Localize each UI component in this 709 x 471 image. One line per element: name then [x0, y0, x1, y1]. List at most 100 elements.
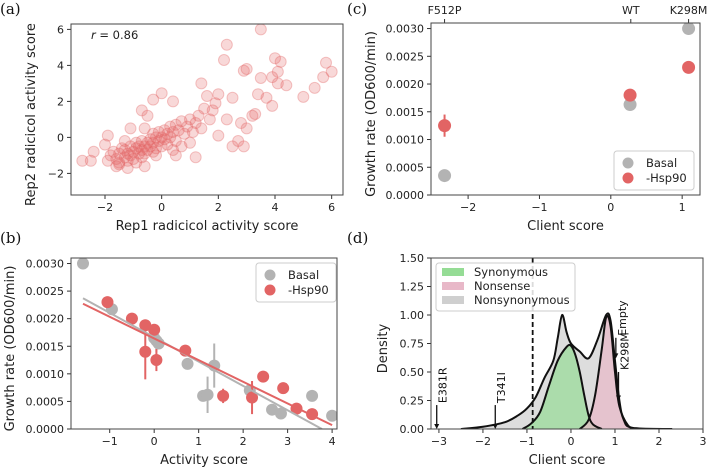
scatter-point	[110, 160, 123, 173]
scatter-point	[76, 154, 89, 167]
scatter-point	[121, 147, 134, 160]
scatter-point	[127, 153, 140, 165]
panel-c: (c) −2 −1 0 1 0.0000 0.0005 0.0010 0.0015 0.0020 0…	[347, 0, 707, 234]
nonsense-density-line	[579, 314, 638, 429]
scatter-point	[246, 109, 259, 122]
x-tick-label: −3	[431, 435, 447, 448]
basal-point	[181, 357, 194, 370]
legend-entry: -Hsp90	[646, 171, 687, 185]
arrow-head	[492, 424, 498, 429]
hsp90-point	[139, 345, 152, 358]
legend-patch	[442, 268, 464, 276]
scatter-point	[144, 140, 157, 153]
hsp90-point	[101, 296, 114, 309]
plot-frame	[70, 23, 344, 196]
legend-entry: Basal	[646, 156, 677, 170]
hsp90-point	[217, 389, 230, 402]
scatter-point	[226, 140, 239, 153]
arrow-head	[613, 353, 619, 359]
scatter-point	[184, 113, 196, 126]
x-tick-label: −1	[519, 435, 535, 448]
annotation-label: T341I	[495, 372, 508, 404]
legend-marker	[264, 269, 276, 281]
annotation-label: E381R	[437, 367, 450, 403]
scatter-point	[167, 126, 179, 138]
scatter-point	[209, 97, 222, 110]
scatter-point	[325, 65, 338, 78]
y-tick-label: 1.50	[400, 252, 425, 265]
x-axis-label: Rep1 radicicol activity score	[116, 219, 299, 234]
scatter-point	[101, 129, 114, 142]
basal-point	[77, 258, 90, 270]
scatter-point	[124, 122, 137, 135]
x-tick-label: −2	[460, 201, 476, 214]
basal-point	[326, 409, 337, 422]
scatter-point	[249, 108, 262, 120]
top-tick-label: K298M	[670, 4, 708, 17]
basal-point	[306, 389, 319, 402]
scatter-point	[175, 115, 188, 128]
scatter-point	[150, 131, 162, 144]
scatter-point	[220, 113, 233, 126]
scatter-point	[195, 122, 208, 135]
fit-line	[82, 297, 323, 429]
scatter-point	[84, 154, 97, 167]
panel-label: (a)	[0, 0, 21, 18]
legend-marker	[622, 172, 634, 184]
y-tick-label: 4	[57, 59, 64, 72]
scatter-point	[141, 144, 154, 156]
y-tick-label: 0.00	[400, 423, 425, 436]
y-tick-label: 0.25	[400, 395, 425, 408]
scatter-point	[167, 144, 179, 156]
scatter-point	[184, 136, 196, 149]
scatter-point	[271, 77, 284, 90]
y-tick-label: 0.0010	[386, 134, 425, 147]
x-tick-label: 1	[195, 435, 202, 448]
y-tick-label: 0.0015	[386, 106, 425, 119]
scatter-point	[113, 156, 126, 169]
scatter-point	[226, 91, 239, 104]
scatter-point	[130, 136, 143, 149]
legend-marker	[264, 284, 276, 296]
plot-area	[77, 258, 337, 429]
hsp90-point	[277, 382, 290, 395]
scatter-point	[141, 136, 154, 149]
scatter-point	[135, 104, 148, 117]
y-tick-label: 0.0010	[26, 368, 65, 381]
scatter-point	[147, 93, 160, 106]
scatter-point	[152, 126, 165, 138]
annotation-label: Empty	[616, 300, 629, 336]
plot-frame	[430, 257, 704, 430]
scatter-point	[189, 117, 202, 129]
scatter-point	[266, 71, 279, 84]
basal-point	[201, 388, 214, 401]
scatter-point	[124, 149, 137, 162]
hsp90-point	[125, 312, 138, 325]
scatter-point	[169, 149, 182, 162]
panel-b: (b) −1 0 1 2 3 4 0.0000 0.0005 0.0010 0.0015 0.0020…	[0, 229, 338, 468]
y-tick-label: 0.0030	[386, 23, 425, 36]
y-tick-label: 1.25	[400, 281, 425, 294]
y-tick-label: 0.0005	[386, 161, 425, 174]
scatter-point	[138, 122, 151, 135]
scatter-point	[121, 154, 134, 167]
legend-entry: -Hsp90	[288, 283, 329, 297]
y-tick-label: 1.00	[400, 309, 425, 322]
legend-patch	[442, 282, 464, 290]
legend: Basal-Hsp90	[613, 150, 695, 191]
legend-marker	[622, 157, 634, 169]
scatter-point	[235, 117, 247, 129]
scatter-point	[308, 81, 321, 94]
scatter-point	[110, 153, 123, 165]
y-tick-label: 0.0000	[386, 189, 425, 202]
scatter-point	[161, 138, 174, 151]
scatter-point	[297, 90, 310, 103]
top-tick-label: F512P	[428, 4, 462, 17]
scatter-point	[167, 95, 179, 108]
fit-line	[82, 302, 333, 427]
scatter-point	[113, 158, 126, 171]
hsp90-point	[246, 391, 259, 404]
x-axis-label: Client score	[529, 453, 606, 468]
nonsynonymous-density-line	[460, 312, 673, 429]
x-tick-label: 0	[158, 201, 165, 214]
